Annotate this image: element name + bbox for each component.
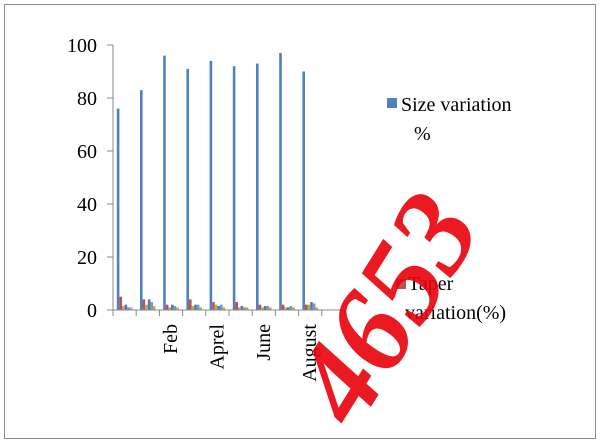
bar-taper-variation bbox=[281, 304, 285, 310]
bar-series-5 bbox=[312, 303, 316, 311]
legend-swatch-size bbox=[387, 98, 397, 108]
y-axis-ticks: 0 20 40 60 80 100 bbox=[67, 35, 113, 322]
y-tick-label: 0 bbox=[87, 300, 97, 322]
bar-series-5 bbox=[266, 306, 269, 310]
bar-series-3 bbox=[307, 304, 311, 310]
y-tick-label: 60 bbox=[77, 141, 97, 163]
bar-series-6 bbox=[222, 307, 226, 310]
bar-size-variation bbox=[140, 90, 143, 310]
legend-label-taper-line2: variation(%) bbox=[405, 302, 506, 324]
bar-series-3 bbox=[238, 307, 241, 310]
legend-label-size-line2: % bbox=[414, 123, 431, 145]
bar-taper-variation bbox=[258, 304, 262, 310]
bar-series-4 bbox=[171, 304, 174, 310]
y-tick-label: 100 bbox=[67, 35, 97, 57]
bar-series-4 bbox=[287, 307, 290, 310]
legend-label-size-line1: Size variation bbox=[401, 94, 512, 116]
legend-label-taper-line1: Taper bbox=[408, 273, 454, 295]
bar-size-variation bbox=[302, 71, 305, 310]
bar-series-3 bbox=[284, 307, 287, 310]
bar-series-6 bbox=[292, 307, 295, 310]
bar-size-variation bbox=[232, 66, 236, 310]
x-category-label: Feb bbox=[160, 324, 182, 354]
x-axis-ticks bbox=[112, 310, 346, 316]
bar-taper-variation bbox=[235, 302, 238, 310]
bar-series-3 bbox=[191, 306, 195, 310]
bar-series-5 bbox=[127, 307, 130, 310]
bar-series-3 bbox=[145, 304, 148, 310]
x-category-label: June bbox=[253, 324, 275, 361]
bar-taper-variation bbox=[212, 302, 215, 310]
legend-swatch-taper bbox=[396, 279, 406, 289]
chart-frame bbox=[4, 4, 596, 439]
y-tick-label: 40 bbox=[77, 194, 97, 216]
bar-taper-variation bbox=[142, 299, 146, 310]
bar-series-4 bbox=[217, 306, 220, 310]
bar-series-5 bbox=[243, 307, 246, 310]
bar-size-variation bbox=[256, 63, 259, 310]
bar-series-4 bbox=[310, 302, 313, 310]
bar-taper-variation bbox=[305, 304, 308, 310]
bar-series-5 bbox=[220, 304, 223, 310]
bar-series-5 bbox=[173, 306, 177, 310]
bar-series-3 bbox=[168, 307, 171, 310]
bar-size-variation bbox=[186, 68, 189, 310]
y-tick-label: 80 bbox=[77, 88, 97, 110]
bar-series-4 bbox=[147, 299, 151, 310]
bar-series-6 bbox=[129, 307, 133, 310]
x-category-label: August bbox=[299, 324, 321, 382]
bar-series-3 bbox=[214, 304, 218, 310]
bar-series-6 bbox=[315, 307, 318, 310]
bar-series-5 bbox=[289, 306, 293, 310]
bar-taper-variation bbox=[119, 296, 122, 310]
bar-series-4 bbox=[240, 306, 244, 310]
y-tick-label: 20 bbox=[77, 247, 97, 269]
bar-series-6 bbox=[269, 307, 272, 310]
bar-series-3 bbox=[261, 307, 264, 310]
bar-size-variation bbox=[279, 52, 282, 310]
bar-series-6 bbox=[199, 307, 202, 310]
bar-taper-variation bbox=[189, 299, 192, 310]
bar-size-variation bbox=[209, 60, 213, 311]
bars-group bbox=[116, 52, 318, 311]
bar-size-variation bbox=[163, 55, 166, 310]
bar-series-4 bbox=[263, 306, 267, 310]
bar-size-variation bbox=[116, 108, 120, 310]
bar-series-6 bbox=[176, 307, 179, 310]
bar-series-6 bbox=[153, 306, 156, 310]
x-category-label: Aprel bbox=[206, 324, 228, 370]
bar-series-5 bbox=[196, 304, 200, 310]
x-axis-labels: Feb Aprel June August bbox=[160, 324, 321, 382]
bar-series-4 bbox=[124, 304, 128, 310]
bar-series-3 bbox=[122, 306, 125, 310]
bar-series-5 bbox=[150, 302, 153, 310]
bar-series-4 bbox=[194, 304, 197, 310]
bar-taper-variation bbox=[165, 304, 169, 310]
bar-series-6 bbox=[245, 307, 249, 310]
